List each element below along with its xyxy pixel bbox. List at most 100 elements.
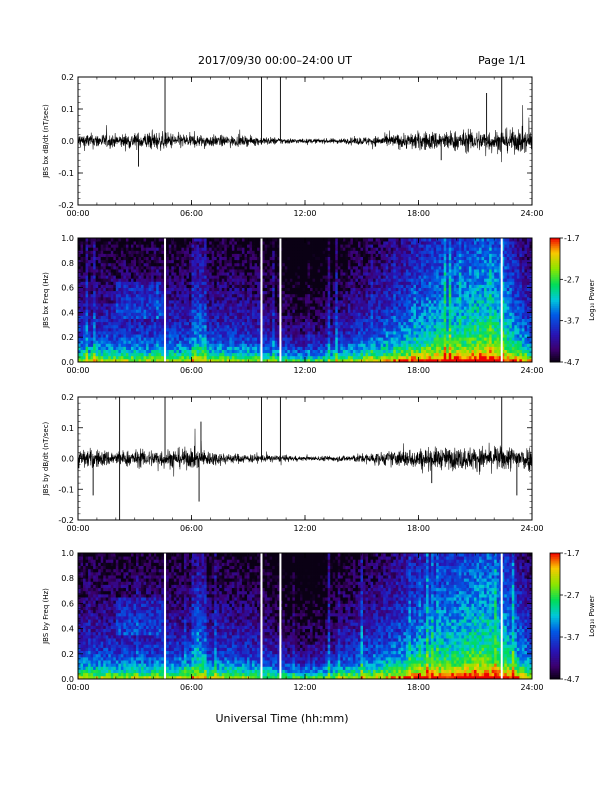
- heatmap-cell: [297, 306, 301, 310]
- heatmap-cell: [363, 343, 366, 347]
- heatmap-cell: [378, 269, 382, 273]
- heatmap-cell: [229, 238, 233, 242]
- heatmap-cell: [136, 324, 139, 329]
- heatmap-cell: [221, 238, 225, 242]
- heatmap-cell: [246, 334, 250, 338]
- heatmap-cell: [113, 331, 117, 335]
- heatmap-cell: [214, 250, 218, 254]
- heatmap-cell: [173, 318, 177, 323]
- heatmap-cell: [173, 250, 177, 254]
- heatmap-cell: [294, 337, 298, 341]
- heatmap-cell: [158, 346, 162, 350]
- heatmap-cell: [284, 352, 288, 357]
- heatmap-cell: [365, 241, 369, 245]
- heatmap-cell: [105, 327, 109, 332]
- heatmap-cell: [262, 253, 266, 257]
- heatmap-cell: [272, 287, 276, 292]
- heatmap-cell: [153, 312, 157, 316]
- heatmap-cell: [95, 293, 99, 298]
- heatmap-cell: [166, 352, 170, 357]
- heatmap-cell: [325, 318, 329, 323]
- heatmap-cell: [201, 296, 205, 301]
- heatmap-cell: [191, 281, 195, 285]
- heatmap-cell: [317, 358, 321, 363]
- heatmap-cell: [307, 287, 311, 292]
- heatmap-cell: [277, 334, 281, 338]
- heatmap-cell: [252, 355, 255, 360]
- heatmap-cell: [226, 352, 230, 357]
- heatmap-cell: [143, 293, 147, 298]
- heatmap-cell: [166, 259, 170, 264]
- heatmap-cell: [110, 352, 114, 357]
- heatmap-cell: [305, 337, 308, 341]
- heatmap-cell: [216, 296, 220, 301]
- heatmap-cell: [302, 337, 306, 341]
- heatmap-cell: [110, 290, 114, 295]
- heatmap-cell: [337, 340, 341, 344]
- heatmap-cell: [368, 309, 371, 313]
- heatmap-cell: [229, 343, 233, 347]
- heatmap-cell: [322, 278, 326, 282]
- heatmap-cell: [305, 275, 308, 279]
- heatmap-cell: [292, 349, 296, 354]
- heatmap-cell: [244, 241, 248, 245]
- heatmap-cell: [325, 247, 329, 251]
- heatmap-cell: [272, 253, 276, 257]
- heatmap-cell: [357, 256, 361, 261]
- heatmap-cell: [204, 253, 208, 257]
- heatmap-cell: [188, 318, 192, 323]
- heatmap-cell: [246, 340, 250, 344]
- heatmap-cell: [350, 306, 354, 310]
- heatmap-cell: [262, 331, 266, 335]
- heatmap-cell: [186, 318, 190, 323]
- heatmap-cell: [357, 244, 361, 248]
- heatmap-cell: [284, 324, 288, 329]
- heatmap-cell: [161, 256, 165, 261]
- heatmap-cell: [178, 315, 182, 319]
- heatmap-cell: [209, 309, 213, 313]
- heatmap-cell: [272, 250, 276, 254]
- heatmap-cell: [83, 247, 86, 251]
- heatmap-cell: [378, 287, 382, 292]
- heatmap-cell: [297, 334, 301, 338]
- heatmap-cell: [196, 337, 200, 341]
- heatmap-cell: [277, 256, 281, 261]
- heatmap-cell: [345, 309, 349, 313]
- heatmap-cell: [231, 272, 235, 276]
- heatmap-cell: [211, 303, 215, 307]
- heatmap-cell: [216, 334, 220, 338]
- heatmap-cell: [146, 315, 150, 319]
- heatmap-cell: [347, 349, 351, 354]
- heatmap-cell: [88, 244, 92, 248]
- heatmap-cell: [95, 244, 99, 248]
- heatmap-cell: [199, 324, 202, 329]
- heatmap-cell: [201, 324, 205, 329]
- heatmap-cell: [156, 284, 160, 288]
- heatmap-cell: [191, 312, 195, 316]
- heatmap-cell: [226, 281, 230, 285]
- heatmap-cell: [118, 327, 122, 332]
- heatmap-cell: [282, 278, 286, 282]
- heatmap-cell: [178, 238, 182, 242]
- heatmap-cell: [325, 349, 329, 354]
- heatmap-cell: [294, 253, 298, 257]
- heatmap-cell: [93, 275, 97, 279]
- heatmap-cell: [128, 256, 132, 261]
- heatmap-cell: [299, 349, 303, 354]
- heatmap-cell: [320, 349, 324, 354]
- heatmap-cell: [158, 340, 162, 344]
- heatmap-cell: [241, 275, 245, 279]
- heatmap-cell: [302, 355, 306, 360]
- heatmap-cell: [236, 300, 240, 304]
- heatmap-cell: [206, 358, 210, 363]
- heatmap-cell: [181, 256, 185, 261]
- heatmap-cell: [239, 306, 243, 310]
- heatmap-cell: [125, 284, 129, 288]
- heatmap-cell: [161, 293, 165, 298]
- heatmap-cell: [206, 275, 210, 279]
- heatmap-cell: [272, 358, 276, 363]
- heatmap-cell: [332, 281, 336, 285]
- heatmap-cell: [360, 241, 364, 245]
- heatmap-cell: [105, 358, 109, 363]
- heatmap-cell: [345, 256, 349, 261]
